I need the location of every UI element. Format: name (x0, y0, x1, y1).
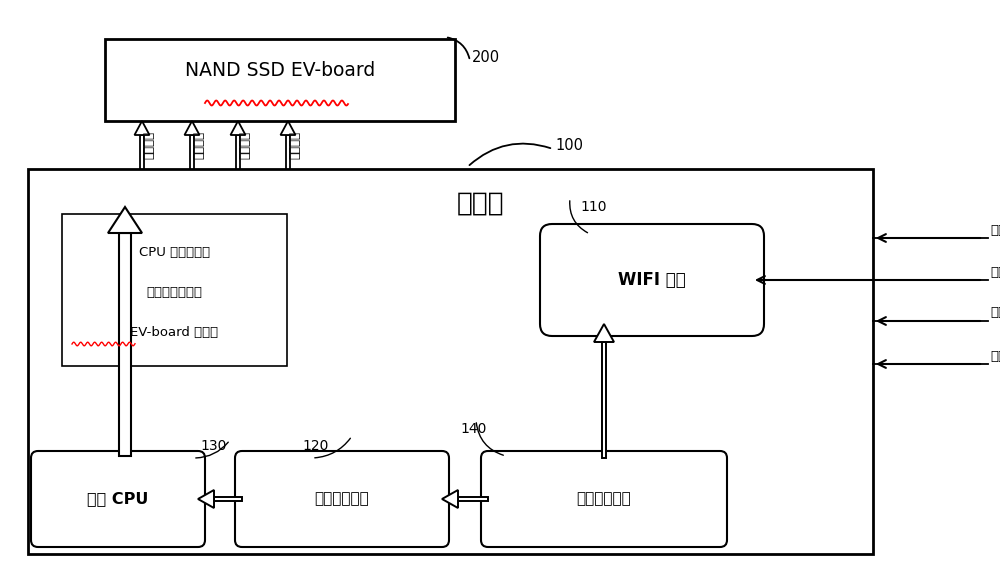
Polygon shape (280, 121, 296, 135)
Text: 数据解密模块: 数据解密模块 (577, 491, 631, 506)
Text: 断电数据包: 断电数据包 (990, 350, 1000, 362)
Text: 用户数据: 用户数据 (238, 131, 251, 159)
Text: 120: 120 (302, 439, 328, 453)
Text: CPU 通过数据包: CPU 通过数据包 (139, 245, 210, 259)
Bar (105, 39, 455, 121)
Text: 复位信号: 复位信号 (142, 131, 155, 159)
Polygon shape (184, 121, 200, 135)
Text: 140: 140 (460, 422, 486, 436)
Text: 数据解析模块: 数据解析模块 (315, 491, 369, 506)
FancyBboxPatch shape (540, 224, 764, 336)
Polygon shape (108, 207, 142, 233)
Text: 类型来具体控制: 类型来具体控制 (146, 286, 202, 298)
Text: 110: 110 (580, 200, 606, 214)
Bar (140, 135, 144, 169)
Text: 重启数据包: 重启数据包 (990, 266, 1000, 279)
Bar (236, 135, 240, 169)
Text: 断电信号: 断电信号 (288, 131, 301, 159)
Bar (286, 135, 290, 169)
FancyBboxPatch shape (235, 451, 449, 547)
Polygon shape (198, 490, 214, 508)
Text: 重启信号: 重启信号 (192, 131, 205, 159)
Polygon shape (442, 490, 458, 508)
Bar (602, 342, 606, 458)
Polygon shape (230, 121, 246, 135)
Bar (214, 497, 242, 501)
Text: 复位数据包: 复位数据包 (990, 223, 1000, 237)
Bar (28, 169, 873, 554)
Text: 内部 CPU: 内部 CPU (87, 491, 149, 506)
Text: 调试板: 调试板 (457, 191, 504, 217)
Text: WIFI 模块: WIFI 模块 (618, 271, 686, 289)
Bar (119, 233, 131, 456)
Text: 用户数据包: 用户数据包 (990, 306, 1000, 320)
FancyBboxPatch shape (481, 451, 727, 547)
Text: NAND SSD EV-board: NAND SSD EV-board (185, 60, 375, 79)
Text: EV-board 的开关: EV-board 的开关 (130, 325, 219, 339)
Bar (190, 135, 194, 169)
FancyBboxPatch shape (31, 451, 205, 547)
Polygon shape (134, 121, 150, 135)
Bar (62, 214, 287, 366)
Bar (458, 497, 488, 501)
Polygon shape (594, 324, 614, 342)
Text: 100: 100 (555, 138, 583, 153)
Text: 130: 130 (200, 439, 226, 453)
Text: 200: 200 (472, 51, 500, 66)
